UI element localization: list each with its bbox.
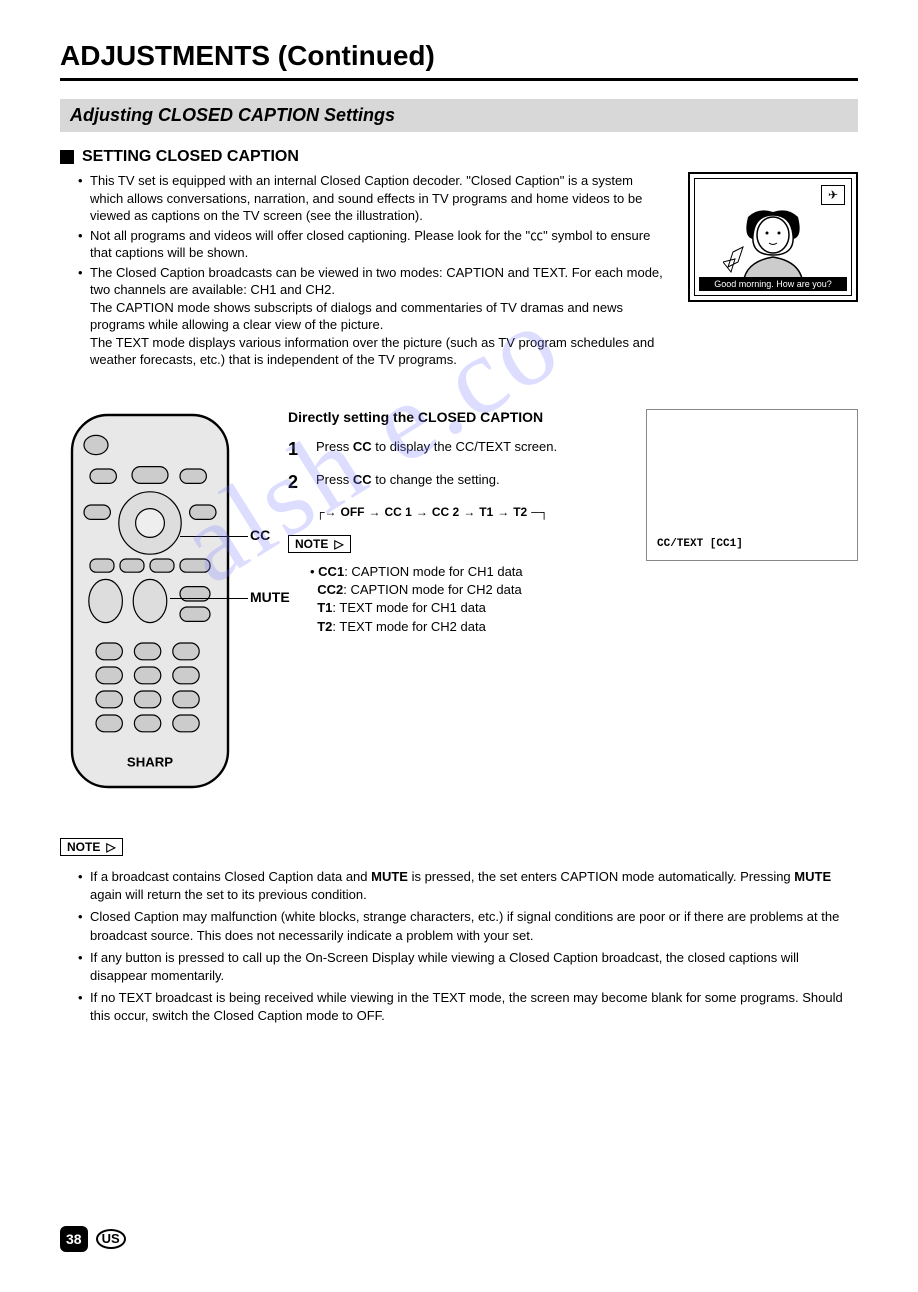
arrow-icon: ▷ [334,537,343,551]
intro-bullet: Not all programs and videos will offer c… [78,227,668,262]
arrow-icon: → [369,505,381,519]
cycle-arrow-in: ┌→ [316,505,337,519]
arrow-icon: → [463,505,475,519]
note-bullet: If any button is pressed to call up the … [78,949,858,985]
instructions-column: Directly setting the CLOSED CAPTION 1 Pr… [288,409,618,798]
section-bar: Adjusting CLOSED CAPTION Settings [60,99,858,132]
footer: 38 US [60,1226,858,1252]
instruction-section: SHARP CC MUTE Directly setting the CLOSE… [60,409,858,798]
subsection-header: SETTING CLOSED CAPTION [60,148,858,166]
intro-bullet: The Closed Caption broadcasts can be vie… [78,264,668,369]
note-bullet: If a broadcast contains Closed Caption d… [78,868,858,904]
mode-item: CC2: CAPTION mode for CH2 data [310,581,618,599]
cycle-item: OFF [341,505,365,519]
mode-item: T2: TEXT mode for CH2 data [310,618,618,636]
airplane-icon: ✈ [821,185,845,205]
arrow-icon: → [416,505,428,519]
cycle-item: CC 2 [432,505,459,519]
mode-list: • CC1: CAPTION mode for CH1 data CC2: CA… [310,563,618,636]
remote-column: SHARP CC MUTE [60,409,260,798]
region-mark: US [96,1229,126,1249]
note-label: NOTE [295,537,328,551]
note-tag: NOTE ▷ [60,838,123,856]
callout-line [180,536,248,537]
note-bullet: Closed Caption may malfunction (white bl… [78,908,858,944]
callout-line [170,598,248,599]
intro-text: The CAPTION mode shows subscripts of dia… [90,300,623,333]
step-text: Press CC to change the setting. [316,472,500,493]
manual-page: ADJUSTMENTS (Continued) Adjusting CLOSED… [0,0,918,1292]
instructions-title: Directly setting the CLOSED CAPTION [288,409,618,425]
cycle-item: CC 1 [385,505,412,519]
cycle-sequence: ┌→ OFF → CC 1 → CC 2 → T1 → T2 ─┐ [316,505,618,519]
screen-status-text: CC/TEXT [CC1] [657,538,743,550]
cc-button-label: CC [250,527,270,543]
intro-section: This TV set is equipped with an internal… [60,172,858,389]
tv-illustration: ✈ Good morning. How are you? [688,172,858,302]
mute-button-label: MUTE [250,589,290,605]
cycle-item: T2 [513,505,527,519]
intro-bullet: This TV set is equipped with an internal… [78,172,668,225]
page-title: ADJUSTMENTS (Continued) [60,40,858,72]
bottom-bullets: If a broadcast contains Closed Caption d… [78,868,858,1026]
step-number: 1 [288,439,306,460]
caption-overlay: Good morning. How are you? [699,277,847,291]
step-text: Press CC to display the CC/TEXT screen. [316,439,557,460]
cycle-item: T1 [479,505,493,519]
arrow-icon: ▷ [106,840,115,854]
person-icon [723,207,823,287]
arrow-icon: → [497,505,509,519]
tv-screen: ✈ Good morning. How are you? [694,178,852,296]
note-bullet: If no TEXT broadcast is being received w… [78,989,858,1025]
intro-text: The TEXT mode displays various informati… [90,335,654,368]
step-1: 1 Press CC to display the CC/TEXT screen… [288,439,618,460]
mode-item: T1: TEXT mode for CH1 data [310,599,618,617]
step-number: 2 [288,472,306,493]
step-2: 2 Press CC to change the setting. [288,472,618,493]
cycle-arrow-out: ─┐ [531,505,548,519]
svg-text:SHARP: SHARP [127,755,173,770]
bottom-note-section: NOTE ▷ If a broadcast contains Closed Ca… [60,838,858,1026]
subsection-title: SETTING CLOSED CAPTION [82,148,299,166]
mode-item: • CC1: CAPTION mode for CH1 data [310,563,618,581]
note-label: NOTE [67,840,100,854]
note-tag: NOTE ▷ [288,535,351,553]
title-rule [60,78,858,81]
intro-bullets: This TV set is equipped with an internal… [78,172,668,371]
remote-control-icon: SHARP [60,409,240,793]
tv-screen-box: CC/TEXT [CC1] [646,409,858,561]
bullet-square-icon [60,150,74,164]
page-number: 38 [60,1226,88,1252]
intro-text: The Closed Caption broadcasts can be vie… [90,265,663,298]
